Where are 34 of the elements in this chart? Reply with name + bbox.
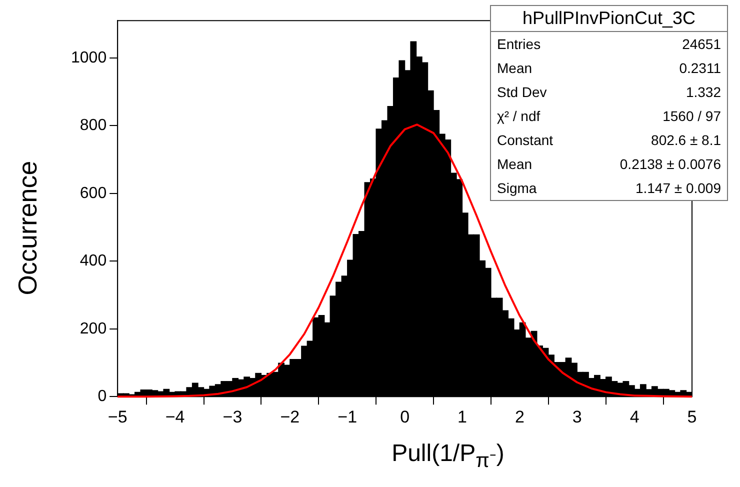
- y-tick-label: 0: [98, 388, 107, 406]
- y-tick-label: 800: [80, 117, 107, 134]
- x-tick-label: 1: [458, 407, 467, 426]
- annotation: χ² / ndf: [497, 107, 540, 126]
- x-tick-label: 3: [572, 407, 582, 426]
- annotation: 0.2138 ± 0.0076: [620, 155, 721, 174]
- annotation: hPullPInvPionCut_3C: [491, 6, 727, 32]
- annotation: 1.147 ± 0.009: [635, 179, 721, 198]
- annotation: 0.2311: [679, 59, 721, 78]
- y-tick-label: 1000: [71, 49, 107, 66]
- y-tick-label: 400: [80, 252, 107, 270]
- annotation: 802.6 ± 8.1: [651, 131, 721, 150]
- y-tick-label: 600: [80, 184, 107, 202]
- annotation: Std Dev: [497, 83, 547, 102]
- annotation: Mean: [497, 59, 532, 78]
- annotation: 1.332: [686, 83, 721, 102]
- x-tick-label: −3: [222, 407, 242, 426]
- annotation: Mean: [497, 155, 532, 174]
- x-tick-label: −4: [165, 407, 185, 426]
- y-axis-title: Occurrence: [12, 160, 44, 296]
- annotation: Sigma: [497, 179, 537, 198]
- x-tick-label: 4: [630, 407, 640, 426]
- x-tick-label: −5: [108, 407, 128, 426]
- annotation: 1560 / 97: [662, 107, 721, 126]
- x-tick-label: −1: [338, 407, 358, 426]
- annotation: 24651: [682, 35, 721, 54]
- x-tick-label: −2: [280, 407, 300, 426]
- x-tick-label: 0: [400, 407, 410, 426]
- y-tick-label: 200: [80, 320, 107, 338]
- x-axis-title: Pull(1/P$_{π⁻}$): [390, 440, 506, 473]
- annotation: Entries: [497, 35, 541, 54]
- annotation: Constant: [497, 131, 554, 150]
- x-tick-label: 2: [514, 407, 524, 426]
- x-tick-label: 5: [687, 407, 697, 426]
